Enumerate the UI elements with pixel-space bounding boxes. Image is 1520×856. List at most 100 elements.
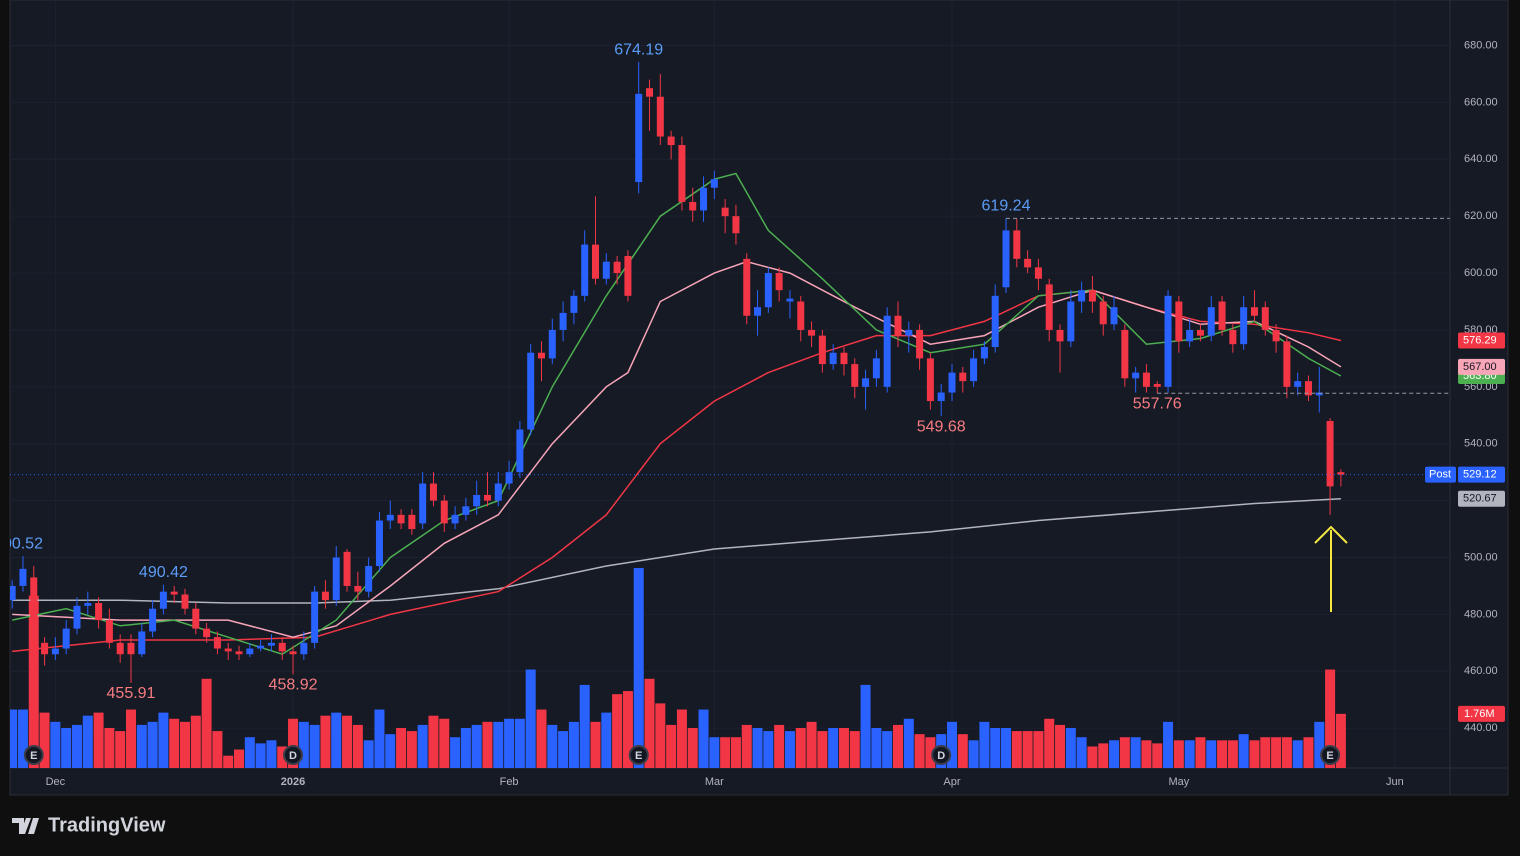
candle-body [1240,307,1248,345]
candle-body [354,585,362,592]
candle-body [894,315,902,336]
candle-body [1099,301,1107,325]
candle-body [321,591,329,601]
candle-body [721,207,729,217]
volume-bar [806,721,817,768]
volume-bar [784,731,795,768]
y-tick-label: 620.00 [1464,210,1498,222]
volume-bar [244,737,255,768]
volume-bar [1011,731,1022,768]
volume-bar [828,728,839,768]
candle-body [656,96,664,137]
volume-bar [1033,731,1044,768]
volume-bar [709,737,720,768]
post-price-box [1458,466,1505,483]
candle-body [883,315,891,387]
highlight-arrow [1314,525,1348,612]
chart-panel [9,0,1509,796]
moving-average [12,497,1341,604]
price-label: 520.67 [1463,493,1497,505]
volume-bar [50,721,61,768]
volume-bar [1065,728,1076,768]
volume-bar [579,684,590,768]
volume-bar [39,712,50,768]
price-annotation: 455.91 [107,685,156,702]
candle-body [1326,420,1334,487]
volume-bar [698,709,709,768]
candle-body [991,295,999,348]
volume-bar [547,724,558,768]
volume-label-box [1458,705,1505,722]
volume-bar [115,731,126,768]
volume-bar [1098,743,1109,768]
volume-bar [763,731,774,768]
candle-body [1034,267,1042,279]
event-label: D [937,750,945,762]
volume-bar [71,724,82,768]
event-marker [1320,745,1341,765]
volume-bar [990,728,1001,768]
volume-bar [1119,737,1130,768]
volume-bar [450,737,461,768]
volume-bar [1271,737,1282,768]
volume-bar [622,691,633,768]
candle-body [1142,372,1150,387]
candle-body [10,585,16,601]
volume-bar [136,724,147,768]
candle-body [516,429,524,473]
volume-bar [201,678,212,768]
candle-body [170,591,178,595]
event-marker [23,745,44,765]
candle-body [1024,258,1032,268]
y-tick-label: 480.00 [1464,608,1498,620]
post-price: 529.12 [1463,469,1497,481]
event-label: E [30,750,37,762]
x-tick-label: Feb [500,776,519,788]
volume-bar [1292,740,1303,768]
candle-body [1078,290,1086,302]
candle-body [73,605,81,629]
candle-body [1196,329,1204,336]
candle-body [797,301,805,330]
candle-body [451,514,459,524]
candle-body [548,329,556,359]
volume-bar [644,678,655,768]
volume-bar [482,721,493,768]
candle-body [375,520,383,567]
volume-bar [525,669,536,768]
volume-bar [331,712,342,768]
candle-body [1337,472,1345,475]
volume-bar [1249,740,1260,768]
volume-bar [860,684,871,768]
x-tick-label: Mar [705,776,724,788]
candle-body [829,352,837,365]
volume-bar [590,721,601,768]
price-label: 576.29 [1463,334,1497,346]
volume-bar [385,734,396,768]
volume-label: 1.76M [1464,708,1495,720]
volume-bar [428,715,439,768]
volume-bar [752,728,763,768]
candle-body [1067,301,1075,342]
x-tick-label: Dec [46,776,66,788]
candle-body [289,651,297,655]
event-label: D [289,750,297,762]
candle-body [1250,307,1258,316]
volume-bar [795,728,806,768]
candle-body [419,483,427,524]
volume-bar [460,728,471,768]
candle-body [840,352,848,365]
candle-body [494,483,502,501]
volume-bar [223,755,234,768]
candle-body [700,187,708,211]
candle-body [1175,301,1183,342]
candle-body [862,378,870,387]
candle-body [365,566,373,592]
volume-bar [1152,743,1163,768]
volume-bar [1022,731,1033,768]
volume-bar [1184,740,1195,768]
candle-body [105,620,113,643]
candle-body [116,642,124,655]
candle-body [1304,381,1312,396]
candle-body [192,608,200,629]
